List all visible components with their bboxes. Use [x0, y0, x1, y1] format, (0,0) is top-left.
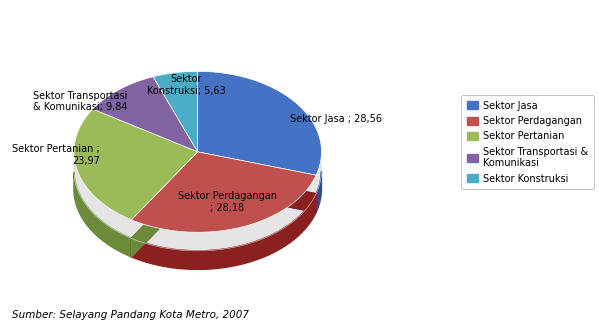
Polygon shape: [198, 170, 316, 212]
Polygon shape: [131, 170, 198, 257]
Polygon shape: [74, 172, 131, 257]
Text: Sektor Perdagangan
; 28,18: Sektor Perdagangan ; 28,18: [178, 191, 277, 213]
Polygon shape: [131, 194, 316, 269]
Polygon shape: [74, 109, 198, 220]
Polygon shape: [198, 71, 322, 175]
Text: Sektor Jasa ; 28,56: Sektor Jasa ; 28,56: [289, 114, 382, 124]
Polygon shape: [131, 152, 316, 232]
Polygon shape: [153, 71, 198, 152]
Text: Sektor Transportasi
& Komunikasi; 9,84: Sektor Transportasi & Komunikasi; 9,84: [33, 91, 128, 112]
Legend: Sektor Jasa, Sektor Perdagangan, Sektor Pertanian, Sektor Transportasi &
Komunik: Sektor Jasa, Sektor Perdagangan, Sektor …: [461, 95, 594, 190]
Polygon shape: [131, 170, 198, 257]
Polygon shape: [316, 171, 322, 212]
Text: Sektor Pertanian ;
23,97: Sektor Pertanian ; 23,97: [13, 144, 100, 166]
Polygon shape: [93, 77, 198, 152]
Text: Sumber: Selayang Pandang Kota Metro, 2007: Sumber: Selayang Pandang Kota Metro, 200…: [12, 310, 249, 320]
Ellipse shape: [74, 90, 322, 251]
Text: Sektor
Konstruksi; 5,63: Sektor Konstruksi; 5,63: [147, 74, 226, 96]
Polygon shape: [198, 170, 316, 212]
